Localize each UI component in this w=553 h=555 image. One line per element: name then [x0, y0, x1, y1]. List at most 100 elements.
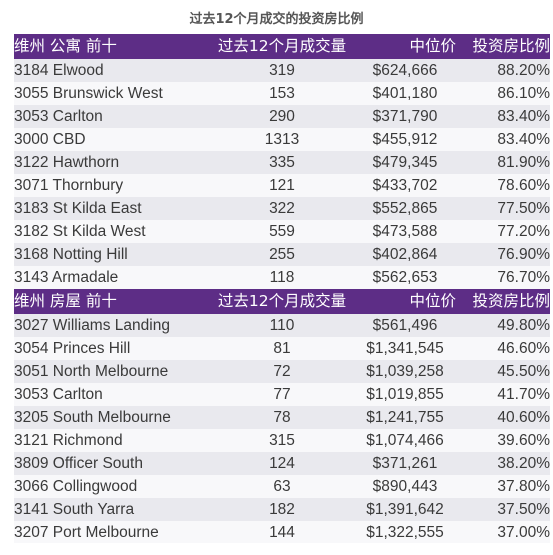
sales-cell: 559	[210, 220, 354, 243]
ratio-cell: 76.90%	[456, 243, 550, 266]
median-cell: $1,241,755	[354, 406, 456, 429]
ratio-cell: 40.60%	[456, 406, 550, 429]
median-cell: $890,443	[354, 475, 456, 498]
house-row: 3027 Williams Landing 110 $561,496 49.80%	[14, 314, 550, 337]
apartment-row: 3184 Elwood 319 $624,666 88.20%	[14, 59, 550, 82]
apartments-section: 维州 公寓 前十 过去12个月成交量 中位价 投资房比例	[14, 34, 550, 59]
sales-cell: 1313	[210, 128, 354, 151]
houses-rows: 3027 Williams Landing 110 $561,496 49.80% 30…	[14, 314, 550, 544]
median-cell: $624,666	[354, 59, 456, 82]
suburb-cell: 3809 Officer South	[14, 452, 210, 475]
apartment-row: 3183 St Kilda East 322 $552,865 77.50%	[14, 197, 550, 220]
sales-cell: 335	[210, 151, 354, 174]
ratio-cell: 76.70%	[456, 266, 550, 289]
sales-cell: 78	[210, 406, 354, 429]
ratio-cell: 81.90%	[456, 151, 550, 174]
sales-cell: 77	[210, 383, 354, 406]
median-cell: $561,496	[354, 314, 456, 337]
sales-cell: 182	[210, 498, 354, 521]
sales-cell: 153	[210, 82, 354, 105]
median-cell: $1,391,642	[354, 498, 456, 521]
apartment-row: 3071 Thornbury 121 $433,702 78.60%	[14, 174, 550, 197]
houses-sales-header: 过去12个月成交量	[210, 289, 354, 314]
suburb-cell: 3183 St Kilda East	[14, 197, 210, 220]
house-row: 3121 Richmond 315 $1,074,466 39.60%	[14, 429, 550, 452]
suburb-cell: 3184 Elwood	[14, 59, 210, 82]
median-cell: $371,261	[354, 452, 456, 475]
apartment-row: 3168 Notting Hill 255 $402,864 76.90%	[14, 243, 550, 266]
suburb-cell: 3141 South Yarra	[14, 498, 210, 521]
suburb-cell: 3122 Hawthorn	[14, 151, 210, 174]
suburb-cell: 3207 Port Melbourne	[14, 521, 210, 544]
sales-cell: 255	[210, 243, 354, 266]
sales-cell: 290	[210, 105, 354, 128]
sales-cell: 319	[210, 59, 354, 82]
bottom-strip	[0, 543, 553, 555]
sales-cell: 118	[210, 266, 354, 289]
houses-suburb-header: 维州 房屋 前十	[14, 289, 210, 314]
houses-median-header: 中位价	[354, 289, 456, 314]
apartment-row: 3053 Carlton 290 $371,790 83.40%	[14, 105, 550, 128]
suburb-cell: 3121 Richmond	[14, 429, 210, 452]
house-row: 3141 South Yarra 182 $1,391,642 37.50%	[14, 498, 550, 521]
ratio-cell: 83.40%	[456, 128, 550, 151]
ratio-cell: 77.50%	[456, 197, 550, 220]
median-cell: $562,653	[354, 266, 456, 289]
ratio-cell: 46.60%	[456, 337, 550, 360]
apartments-suburb-header: 维州 公寓 前十	[14, 34, 210, 59]
house-row: 3051 North Melbourne 72 $1,039,258 45.50%	[14, 360, 550, 383]
apartment-row: 3000 CBD 1313 $455,912 83.40%	[14, 128, 550, 151]
house-row: 3066 Collingwood 63 $890,443 37.80%	[14, 475, 550, 498]
ratio-cell: 83.40%	[456, 105, 550, 128]
house-row: 3054 Princes Hill 81 $1,341,545 46.60%	[14, 337, 550, 360]
sales-cell: 110	[210, 314, 354, 337]
median-cell: $479,345	[354, 151, 456, 174]
house-row: 3809 Officer South 124 $371,261 38.20%	[14, 452, 550, 475]
suburb-cell: 3053 Carlton	[14, 383, 210, 406]
apartment-row: 3143 Armadale 118 $562,653 76.70%	[14, 266, 550, 289]
sales-cell: 124	[210, 452, 354, 475]
houses-header-row: 维州 房屋 前十 过去12个月成交量 中位价 投资房比例	[14, 289, 550, 314]
suburb-cell: 3053 Carlton	[14, 105, 210, 128]
suburb-cell: 3205 South Melbourne	[14, 406, 210, 429]
sales-cell: 63	[210, 475, 354, 498]
median-cell: $371,790	[354, 105, 456, 128]
suburb-cell: 3071 Thornbury	[14, 174, 210, 197]
median-cell: $455,912	[354, 128, 456, 151]
house-row: 3207 Port Melbourne 144 $1,322,555 37.00%	[14, 521, 550, 544]
suburb-cell: 3055 Brunswick West	[14, 82, 210, 105]
ratio-cell: 77.20%	[456, 220, 550, 243]
suburb-cell: 3051 North Melbourne	[14, 360, 210, 383]
suburb-cell: 3168 Notting Hill	[14, 243, 210, 266]
ratio-cell: 78.60%	[456, 174, 550, 197]
median-cell: $552,865	[354, 197, 456, 220]
sales-cell: 144	[210, 521, 354, 544]
ratio-cell: 37.80%	[456, 475, 550, 498]
ratio-cell: 45.50%	[456, 360, 550, 383]
ratio-cell: 38.20%	[456, 452, 550, 475]
median-cell: $1,341,545	[354, 337, 456, 360]
median-cell: $1,074,466	[354, 429, 456, 452]
ratio-cell: 37.00%	[456, 521, 550, 544]
suburb-cell: 3054 Princes Hill	[14, 337, 210, 360]
sales-cell: 121	[210, 174, 354, 197]
suburb-cell: 3143 Armadale	[14, 266, 210, 289]
page-title: 过去12个月成交的投资房比例	[189, 12, 364, 27]
median-cell: $433,702	[354, 174, 456, 197]
suburb-cell: 3027 Williams Landing	[14, 314, 210, 337]
apartments-header-row: 维州 公寓 前十 过去12个月成交量 中位价 投资房比例	[14, 34, 550, 59]
median-cell: $1,019,855	[354, 383, 456, 406]
sales-cell: 315	[210, 429, 354, 452]
apartments-sales-header: 过去12个月成交量	[210, 34, 354, 59]
median-cell: $401,180	[354, 82, 456, 105]
investor-ratio-table: 维州 公寓 前十 过去12个月成交量 中位价 投资房比例 3184 Elwood…	[14, 34, 550, 544]
suburb-cell: 3000 CBD	[14, 128, 210, 151]
ratio-cell: 88.20%	[456, 59, 550, 82]
apartments-median-header: 中位价	[354, 34, 456, 59]
ratio-cell: 49.80%	[456, 314, 550, 337]
median-cell: $473,588	[354, 220, 456, 243]
houses-ratio-header: 投资房比例	[456, 289, 550, 314]
ratio-cell: 37.50%	[456, 498, 550, 521]
apartment-row: 3055 Brunswick West 153 $401,180 86.10%	[14, 82, 550, 105]
